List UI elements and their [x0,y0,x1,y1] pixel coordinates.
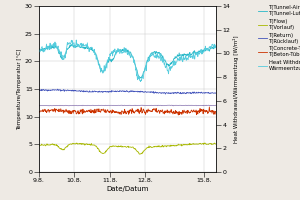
Legend: T(Tunnel-Air)
T(Tunnel-Luft), T(Flow)
T(Vorlauf), T(Return)
T(Rücklauf), T(Concr: T(Tunnel-Air) T(Tunnel-Luft), T(Flow) T(… [258,5,300,71]
Y-axis label: Temperature/Temperatur [°C]: Temperature/Temperatur [°C] [17,48,22,130]
X-axis label: Date/Datum: Date/Datum [106,186,149,192]
Y-axis label: Heat Withdrawal/Wärmeentzug [W/m²]: Heat Withdrawal/Wärmeentzug [W/m²] [233,35,239,143]
